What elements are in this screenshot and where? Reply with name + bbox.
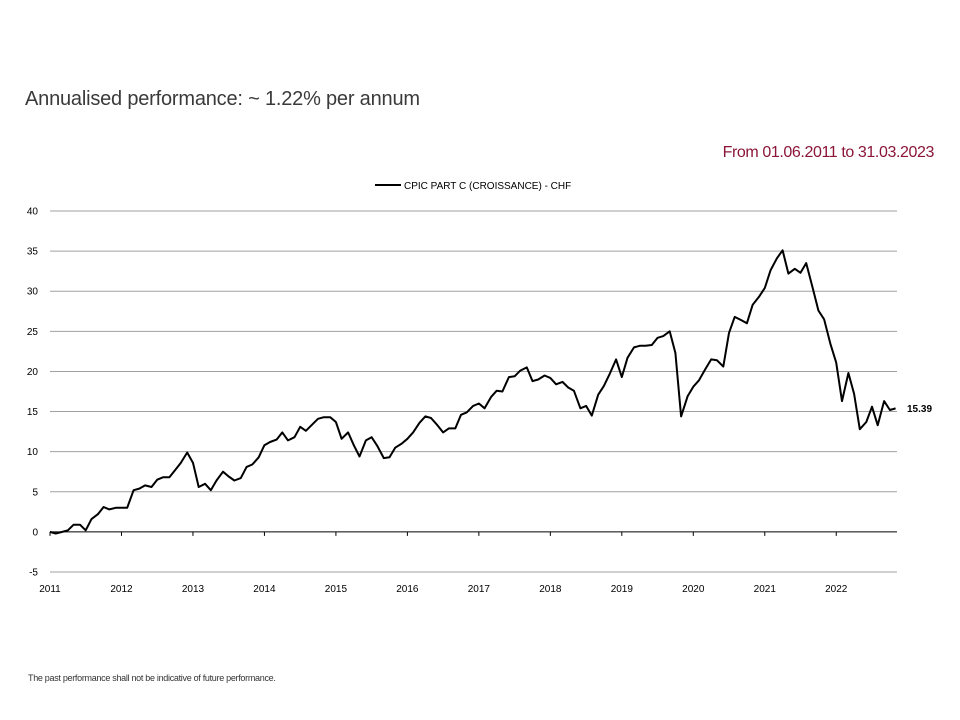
x-tick-label: 2012 [110,584,133,595]
disclaimer: The past performance shall not be indica… [28,673,276,683]
legend-label: CPIC PART C (CROISSANCE) - CHF [404,181,571,192]
y-tick-label: 30 [27,287,39,298]
axes: -5 0 5 10 15 20 25 30 35 40 2011 2012 2013 2014 2015 20… [27,207,848,596]
x-tick-label: 2014 [253,584,276,595]
end-value-label: 15.39 [907,404,932,415]
x-tick-label: 2015 [325,584,348,595]
x-tick-label: 2013 [182,584,205,595]
y-tick-label: 5 [32,487,38,498]
y-tick-label: 0 [32,527,38,538]
legend: CPIC PART C (CROISSANCE) - CHF [375,181,571,192]
y-tick-label: 40 [27,207,39,218]
y-tick-label: 10 [27,447,39,458]
y-tick-label: 15 [27,407,39,418]
page-title: Annualised performance: ~ 1.22% per annu… [25,88,420,110]
gridlines [50,210,897,573]
y-tick-label: 25 [27,327,39,338]
y-tick-label: 35 [27,247,39,258]
x-tick-label: 2016 [396,584,419,595]
x-tick-label: 2017 [468,584,491,595]
date-range: From 01.06.2011 to 31.03.2023 [722,144,935,161]
x-tick-label: 2011 [39,584,61,595]
series-layer [49,249,896,535]
y-tick-label: 20 [27,367,39,378]
x-tick-label: 2019 [611,584,634,595]
x-tick-label: 2021 [754,584,777,595]
y-tick-label: -5 [29,568,38,579]
series-line [49,249,896,535]
x-tick-label: 2020 [682,584,705,595]
x-tick-label: 2018 [539,584,562,595]
x-tick-label: 2022 [825,584,848,595]
